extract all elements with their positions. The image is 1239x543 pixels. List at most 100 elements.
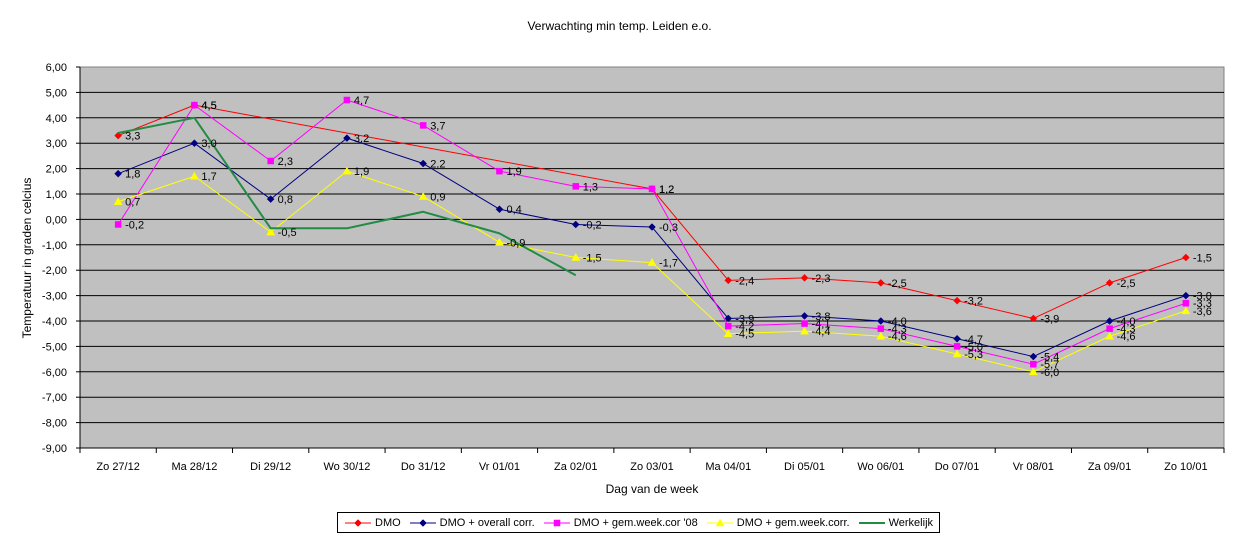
data-label-dmo-overall-corr: 0,8 <box>278 194 293 206</box>
y-tick-label: -5,00 <box>42 341 67 353</box>
data-label-dmo: -2,5 <box>1117 278 1136 290</box>
legend-swatch <box>706 517 733 526</box>
data-point-dmo-gem-week-corr <box>571 252 581 261</box>
legend-swatch-marker <box>418 518 427 527</box>
data-point-dmo-gem-week-corr <box>1181 306 1191 315</box>
y-tick-label: -4,00 <box>42 316 67 328</box>
legend-swatch <box>345 518 371 527</box>
data-point-dmo <box>876 279 885 287</box>
data-point-dmo-overall-corr <box>800 312 809 320</box>
data-label-dmo-gem-week-cor-08: -4,2 <box>735 321 754 333</box>
data-point-dmo <box>724 276 733 285</box>
data-label-dmo-gem-week-cor-08: -4,1 <box>812 319 831 331</box>
data-point-dmo-overall-corr <box>724 314 733 323</box>
data-label-dmo-gem-week-cor-08: 1,3 <box>583 181 598 193</box>
y-tick-label: -1,00 <box>42 240 67 252</box>
y-tick-label: -3,00 <box>42 291 67 303</box>
data-label-dmo: -3,9 <box>1040 313 1059 325</box>
x-tick-label: Ma 28/12 <box>171 461 217 473</box>
data-label-dmo-overall-corr: 3,2 <box>354 133 369 145</box>
data-point-dmo-gem-week-corr <box>342 166 352 175</box>
data-label-dmo-gem-week-cor-08: 4,5 <box>201 100 216 112</box>
y-tick-label: 2,00 <box>46 164 67 176</box>
data-label-dmo-gem-week-cor-08: 4,7 <box>354 95 369 107</box>
series-line-werkelijk <box>117 116 577 277</box>
data-point-dmo-gem-week-corr <box>952 349 962 358</box>
data-point-dmo <box>1182 253 1190 262</box>
data-point-dmo-overall-corr <box>1105 317 1114 325</box>
data-label-dmo-gem-week-corr: -0,5 <box>278 227 297 239</box>
data-label-dmo-overall-corr: 3,0 <box>201 138 216 150</box>
y-tick-label: 4,00 <box>46 113 67 125</box>
legend-swatch <box>543 519 570 526</box>
data-point-dmo-overall-corr <box>1029 352 1038 361</box>
data-label-dmo-gem-week-corr: -1,5 <box>583 253 602 265</box>
data-label-dmo: 1,2 <box>659 184 674 196</box>
data-label-dmo-overall-corr: 0,4 <box>506 204 521 216</box>
data-label-dmo-overall-corr: -4,0 <box>1117 316 1136 328</box>
data-label-dmo-overall-corr: -3,9 <box>735 313 754 325</box>
legend-swatch-marker <box>715 517 725 526</box>
data-point-dmo <box>114 131 122 140</box>
data-label-dmo-gem-week-corr: -5,3 <box>964 349 983 361</box>
data-point-dmo-gem-week-cor-08 <box>725 322 732 330</box>
data-point-dmo-overall-corr <box>343 134 351 142</box>
data-label-dmo-gem-week-cor-08: -5,7 <box>1040 359 1059 371</box>
data-label-dmo-gem-week-cor-08: 1,2 <box>659 184 674 196</box>
data-point-dmo-gem-week-cor-08 <box>496 167 503 175</box>
data-point-dmo-gem-week-corr <box>495 237 504 246</box>
data-label-dmo-gem-week-corr: 1,9 <box>354 166 369 178</box>
data-label-dmo: -2,3 <box>812 273 831 285</box>
legend-item-dmo: DMO <box>344 517 401 529</box>
data-label-dmo-gem-week-cor-08: -4,3 <box>1117 324 1136 336</box>
data-point-dmo-gem-week-cor-08 <box>1030 360 1037 368</box>
data-point-dmo-overall-corr <box>266 195 275 203</box>
data-labels: 3,3 4,5 1,2 -2,4 -2,3 -2,5 -3,2 -3,9 -2,5 -1,5 1,8… <box>125 95 1212 379</box>
data-point-dmo-gem-week-cor-08 <box>572 183 579 190</box>
x-tick-label: Vr 01/01 <box>479 461 520 473</box>
data-point-dmo-gem-week-corr <box>418 192 428 200</box>
data-point-dmo-gem-week-corr <box>647 258 657 266</box>
y-tick-label: 6,00 <box>46 62 67 74</box>
legend-label: DMO + overall corr. <box>439 516 535 529</box>
x-tick-label: Ma 04/01 <box>705 461 751 473</box>
data-point-dmo-gem-week-cor-08 <box>1182 299 1190 307</box>
data-label-dmo-gem-week-cor-08: 3,7 <box>430 120 445 132</box>
data-point-dmo-gem-week-cor-08 <box>648 185 656 193</box>
y-tick-label: -2,00 <box>42 265 67 277</box>
plot-area <box>79 66 1225 449</box>
x-tick-label: Vr 08/01 <box>1013 461 1054 473</box>
y-tick-label: 0,00 <box>46 214 67 226</box>
x-tick-label: Wo 30/12 <box>323 461 370 473</box>
data-label-dmo: 4,5 <box>201 100 216 112</box>
data-point-dmo-overall-corr <box>114 169 122 178</box>
data-point-dmo-gem-week-corr <box>723 329 733 337</box>
data-label-dmo: -2,4 <box>735 275 754 287</box>
data-label-dmo-gem-week-cor-08: 1,9 <box>506 166 521 178</box>
data-point-dmo-gem-week-cor-08 <box>1106 325 1113 332</box>
x-tick-label: Do 31/12 <box>401 461 446 473</box>
data-label-dmo-overall-corr: -4,7 <box>964 334 983 346</box>
x-tick-label: Di 05/01 <box>784 461 825 473</box>
x-tick-label: Do 07/01 <box>935 461 980 473</box>
data-point-dmo-gem-week-corr <box>189 171 199 180</box>
legend-swatch-marker <box>553 519 560 526</box>
x-tick-label: Zo 10/01 <box>1164 461 1207 473</box>
x-tick-label: Za 02/01 <box>554 461 597 473</box>
x-tick-label: Wo 06/01 <box>857 461 904 473</box>
legend-swatch <box>858 521 885 524</box>
data-point-dmo-overall-corr <box>571 220 580 229</box>
data-point-dmo-gem-week-cor-08 <box>801 320 808 327</box>
data-label-dmo-gem-week-corr: -4,5 <box>735 329 754 341</box>
data-point-dmo <box>1105 279 1114 287</box>
series-group <box>113 96 1191 376</box>
data-label-dmo-gem-week-corr: -6,0 <box>1040 367 1059 379</box>
y-tick-label: 3,00 <box>46 138 67 150</box>
data-label-dmo-gem-week-corr: -0,9 <box>506 237 525 249</box>
chart-title: Verwachting min temp. Leiden e.o. <box>527 19 712 33</box>
data-label-dmo: 3,3 <box>125 131 140 143</box>
legend: DMO DMO + overall corr. DMO + gem.week.cor… <box>337 512 941 533</box>
data-point-dmo-gem-week-cor-08 <box>267 157 274 165</box>
data-point-dmo-overall-corr <box>419 159 428 168</box>
